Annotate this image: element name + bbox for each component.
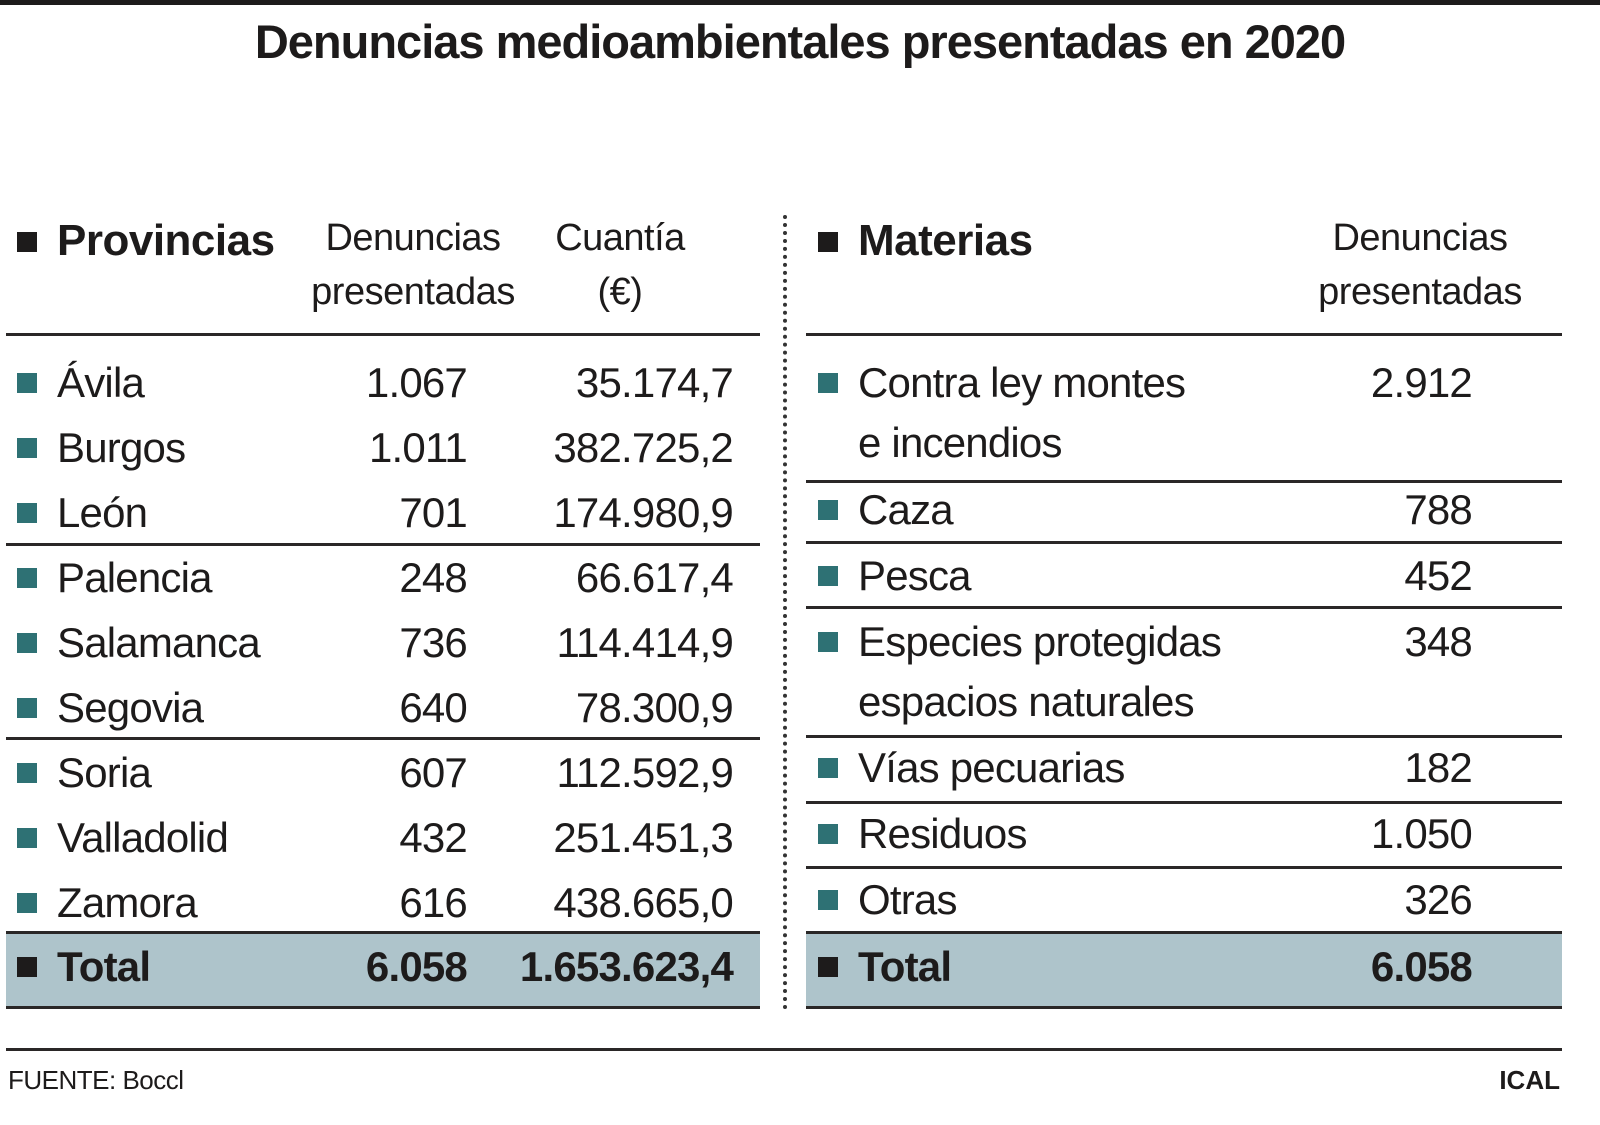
denuncias-value: 248 <box>399 554 467 601</box>
denuncias-value: 736 <box>399 619 467 666</box>
province-name: Ávila <box>57 359 145 406</box>
materia-name: Contra ley montes <box>858 359 1186 406</box>
source-note: FUENTE: Boccl <box>8 1065 184 1095</box>
denuncias-header-line1: Denuncias <box>1332 217 1508 259</box>
denuncias-value: 1.050 <box>1370 810 1473 857</box>
denuncias-header-line2: presentadas <box>1318 271 1522 313</box>
row-divider <box>806 541 1562 544</box>
denuncias-value: 452 <box>1404 552 1472 599</box>
denuncias-header-line1: Denuncias <box>325 217 501 259</box>
bullet-icon <box>818 373 838 393</box>
column-divider <box>783 215 787 1010</box>
bullet-icon <box>17 828 37 848</box>
cuantia-value: 251.451,3 <box>553 814 733 861</box>
header-bullet-icon <box>818 232 838 252</box>
provincias-header: Provincias <box>57 216 275 265</box>
row-divider <box>6 1006 760 1009</box>
total-band <box>6 934 760 1006</box>
row-divider <box>806 931 1562 934</box>
denuncias-header-line2: presentadas <box>311 271 515 313</box>
province-name: Soria <box>57 749 152 796</box>
bullet-icon <box>818 632 838 652</box>
cuantia-value: 438.665,0 <box>553 879 733 926</box>
cuantia-value: 35.174,7 <box>575 359 734 406</box>
cuantia-value: 174.980,9 <box>553 489 733 536</box>
denuncias-value: 1.011 <box>369 424 468 471</box>
denuncias-value: 607 <box>399 749 467 796</box>
cuantia-value: 78.300,9 <box>575 684 734 731</box>
row-divider <box>6 333 760 336</box>
row-divider <box>6 931 760 934</box>
bullet-icon <box>17 698 37 718</box>
province-name: Valladolid <box>57 814 229 861</box>
province-name: Burgos <box>57 424 186 471</box>
row-divider <box>806 735 1562 738</box>
materia-name: Residuos <box>858 810 1028 857</box>
denuncias-value: 182 <box>1404 744 1472 791</box>
materia-name: Otras <box>858 876 957 923</box>
total-band <box>806 934 1562 1006</box>
province-name: Palencia <box>57 554 213 601</box>
bullet-icon <box>17 438 37 458</box>
materias-header: Materias <box>858 216 1033 265</box>
row-divider <box>806 801 1562 804</box>
cuantia-value: 66.617,4 <box>575 554 734 601</box>
cuantia-header-line2: (€) <box>597 271 643 313</box>
bullet-icon <box>818 566 838 586</box>
bullet-icon <box>17 373 37 393</box>
cuantia-value: 112.592,9 <box>556 749 733 796</box>
total-denuncias: 6.058 <box>365 943 468 990</box>
materia-name: Pesca <box>858 552 972 599</box>
row-divider <box>806 606 1562 609</box>
row-divider <box>806 333 1562 336</box>
bullet-icon <box>17 763 37 783</box>
bullet-icon <box>818 824 838 844</box>
denuncias-value: 640 <box>399 684 467 731</box>
denuncias-value: 326 <box>1404 876 1472 923</box>
total-label: Total <box>858 943 952 990</box>
total-cuantia: 1.653.623,4 <box>519 943 734 990</box>
row-divider <box>806 866 1562 869</box>
materia-name: Especies protegidas <box>858 618 1222 665</box>
bullet-icon <box>818 500 838 520</box>
province-name: Salamanca <box>57 619 261 666</box>
bullet-icon <box>818 758 838 778</box>
credit: ICAL <box>1499 1065 1560 1095</box>
materia-name: espacios naturales <box>858 678 1195 725</box>
denuncias-value: 616 <box>399 879 467 926</box>
total-denuncias: 6.058 <box>1370 943 1473 990</box>
page-title: Denuncias medioambientales presentadas e… <box>254 15 1346 68</box>
province-name: León <box>57 489 148 536</box>
materia-name: e incendios <box>858 419 1062 466</box>
footer-rule <box>6 1048 1562 1051</box>
denuncias-value: 701 <box>399 489 467 536</box>
materia-name: Caza <box>858 486 954 533</box>
bullet-icon <box>17 568 37 588</box>
bullet-icon <box>17 633 37 653</box>
total-bullet-icon <box>17 957 37 977</box>
bullet-icon <box>17 893 37 913</box>
denuncias-value: 1.067 <box>365 359 468 406</box>
row-divider <box>806 480 1562 483</box>
materia-name: Vías pecuarias <box>858 744 1125 791</box>
cuantia-header-line1: Cuantía <box>555 217 685 259</box>
total-bullet-icon <box>818 957 838 977</box>
header-bullet-icon <box>17 232 37 252</box>
cuantia-value: 382.725,2 <box>553 424 733 471</box>
denuncias-value: 2.912 <box>1370 359 1473 406</box>
row-divider <box>6 543 760 546</box>
denuncias-value: 788 <box>1404 486 1472 533</box>
denuncias-value: 432 <box>399 814 467 861</box>
bullet-icon <box>818 890 838 910</box>
row-divider <box>6 737 760 740</box>
total-label: Total <box>57 943 151 990</box>
denuncias-value: 348 <box>1404 618 1472 665</box>
bullet-icon <box>17 503 37 523</box>
cuantia-value: 114.414,9 <box>556 619 733 666</box>
province-name: Segovia <box>57 684 204 731</box>
province-name: Zamora <box>57 879 198 926</box>
top-rule <box>0 0 1600 5</box>
row-divider <box>806 1006 1562 1009</box>
